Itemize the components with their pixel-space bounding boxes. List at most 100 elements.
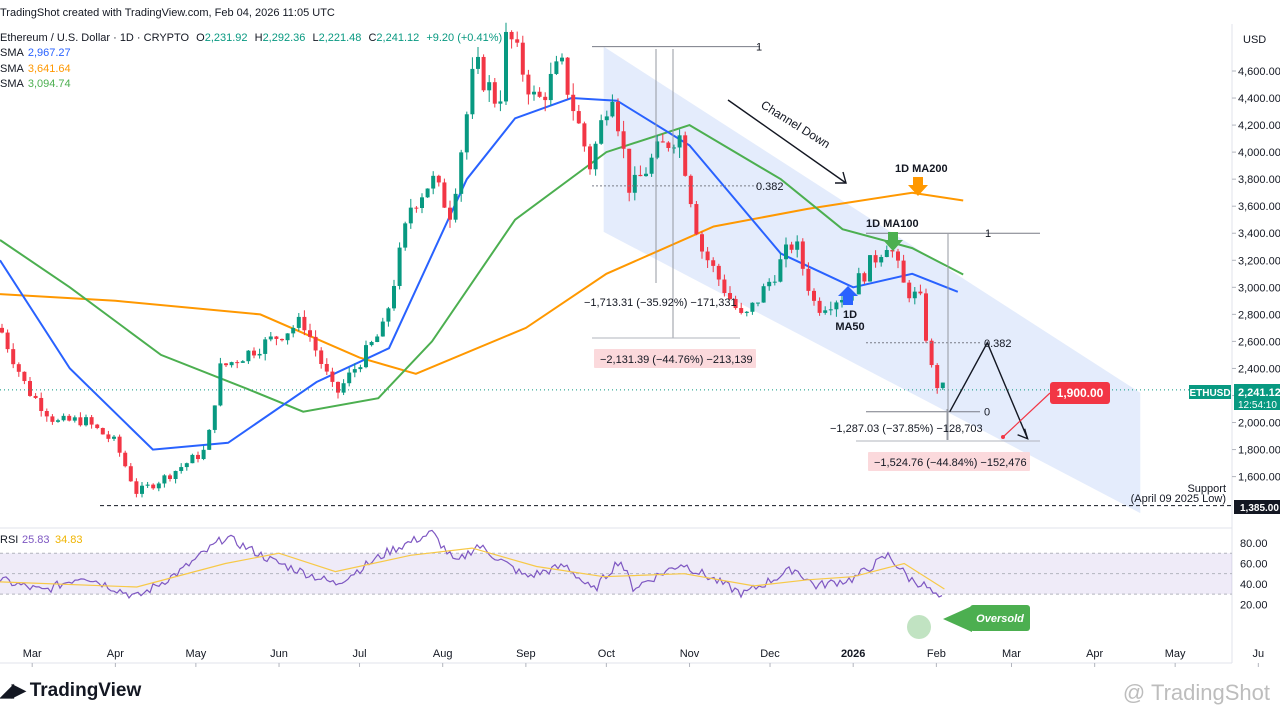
- candle-body: [352, 369, 357, 373]
- candle-body: [537, 91, 542, 97]
- candle-body: [56, 420, 60, 422]
- candle-body: [44, 411, 49, 417]
- price-tick-label: 1,600.00: [1238, 472, 1280, 484]
- measure-bg: [594, 349, 756, 368]
- candle-body: [403, 223, 408, 248]
- ma50-annotation-2: MA50: [835, 321, 864, 333]
- watermark: @ TradingShot: [1122, 680, 1270, 705]
- candle-body: [599, 120, 604, 144]
- rsi-line: [0, 529, 943, 599]
- candle-body: [924, 293, 928, 341]
- time-tick-label: May: [1165, 648, 1186, 660]
- candle-body: [78, 417, 83, 426]
- support-tag: [1234, 500, 1280, 514]
- created-caption: TradingShot created with TradingView.com…: [0, 7, 335, 19]
- rsi-ma-value: 34.83: [55, 534, 83, 546]
- price-tick-label: 3,000.00: [1238, 282, 1280, 294]
- candle-body: [711, 260, 716, 266]
- ma200-annotation: 1D MA200: [895, 163, 948, 175]
- candle-body: [571, 94, 576, 112]
- time-tick-label: Dec: [760, 648, 780, 660]
- candle-body: [168, 475, 172, 479]
- candle-body: [520, 42, 525, 75]
- candle-body: [252, 350, 256, 356]
- oversold-badge: [970, 605, 1030, 631]
- candle-body: [884, 250, 889, 258]
- candle-body: [196, 454, 200, 460]
- candle-body: [156, 483, 161, 489]
- candle-body: [347, 372, 352, 384]
- candle-body: [767, 281, 772, 287]
- candle-body: [526, 74, 531, 95]
- candle-body: [324, 363, 329, 372]
- candle-body: [89, 417, 94, 425]
- projection-path: [949, 341, 1029, 439]
- channel-arrowhead: [835, 171, 847, 184]
- candle-body: [313, 336, 318, 351]
- symbol-tag: [1189, 385, 1231, 399]
- candle-body: [224, 363, 228, 366]
- symbol-tag-label: ETHUSD: [1189, 388, 1230, 399]
- candle-body: [207, 429, 212, 450]
- ma200-line: [0, 191, 964, 375]
- candle-body: [672, 147, 676, 149]
- candle-body: [235, 362, 240, 364]
- price-tick-label: 4,000.00: [1238, 147, 1280, 159]
- candle-body: [610, 101, 615, 117]
- candle-body: [50, 416, 55, 422]
- candle-body: [666, 142, 671, 148]
- candle-body: [285, 333, 290, 341]
- candle-body: [912, 291, 917, 299]
- fib-level-label: 1: [756, 42, 762, 54]
- candle-body: [621, 131, 626, 149]
- candle-body: [862, 273, 867, 282]
- candle-body: [464, 114, 469, 153]
- candle-body: [616, 101, 620, 132]
- candle-body: [840, 299, 844, 303]
- candle-body: [112, 436, 116, 439]
- sma2-row: SMA 3,641.64: [0, 63, 71, 75]
- candle-body: [554, 61, 559, 74]
- candle-body: [576, 111, 581, 124]
- low-value: 2,221.48: [318, 32, 362, 44]
- candle-body: [392, 285, 396, 309]
- time-tick-label: Nov: [680, 648, 700, 660]
- candle-body: [688, 175, 693, 205]
- candle-body: [123, 452, 128, 467]
- rsi-tick-label: 20.00: [1240, 599, 1268, 611]
- sma2-value: 3,641.64: [27, 63, 71, 75]
- candle-body: [257, 353, 262, 356]
- candle-body: [823, 310, 828, 313]
- last-price-tag: [1234, 384, 1280, 410]
- candle-body: [229, 362, 234, 366]
- candle-body: [901, 260, 906, 283]
- candle-body: [431, 175, 436, 189]
- price-tick-label: 2,000.00: [1238, 418, 1280, 430]
- candle-body: [67, 415, 72, 421]
- ma200-arrow-icon: [908, 177, 928, 196]
- ma100-annotation: 1D MA100: [866, 218, 919, 230]
- candle-body: [744, 311, 749, 313]
- rsi-tick-label: 60.00: [1240, 558, 1268, 570]
- candle-body: [504, 31, 508, 102]
- candle-body: [806, 268, 811, 291]
- sma1-value: 2,967.27: [27, 47, 71, 59]
- fib-level-label: 1: [985, 228, 991, 240]
- candle-body: [789, 244, 794, 250]
- oversold-pointer: [943, 606, 972, 632]
- time-tick-label: Oct: [598, 648, 615, 660]
- sma3-row: SMA 3,094.74: [0, 78, 71, 90]
- candle-body: [145, 484, 150, 486]
- tv-logo-icon: ◢▶: [0, 680, 26, 700]
- rsi-ma-line: [0, 547, 945, 590]
- candle-body: [481, 56, 486, 91]
- fib-level-label: 0.382: [984, 338, 1012, 350]
- change-value: +9.20 (+0.41%): [426, 32, 503, 44]
- price-tick-label: 3,600.00: [1238, 201, 1280, 213]
- close-value: 2,241.12: [376, 32, 420, 44]
- ma50-arrow-icon: [838, 286, 858, 305]
- support-label: Support: [1187, 483, 1226, 495]
- candle-body: [604, 116, 609, 121]
- symbol-row: Ethereum / U.S. Dollar · 1D · CRYPTO O2,…: [0, 32, 503, 44]
